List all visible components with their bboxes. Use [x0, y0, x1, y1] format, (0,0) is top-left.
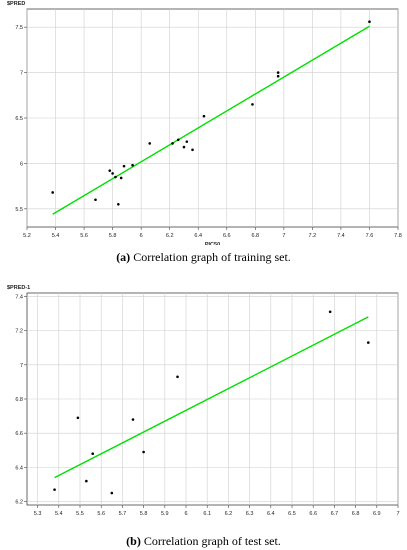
y-tick-label: 6.2	[15, 500, 23, 506]
data-point	[76, 416, 80, 420]
data-point	[114, 175, 117, 179]
x-tick-label: 7	[396, 511, 399, 517]
y-tick-label: 6.8	[15, 397, 23, 403]
training-set-chart: 5.2 5.4 5.6 5.8 6 6.2 6.4 6.6 6.8 7 7.2 7.4 7.6 7.8 5.…	[7, 1, 402, 245]
x-tick-label: 5.9	[161, 511, 169, 517]
caption-b: (b) Correlation graph of test set.	[0, 534, 407, 549]
y-tick-label: 6.6	[15, 431, 23, 437]
x-tick-label: 7.4	[337, 233, 345, 239]
regression-line	[52, 25, 370, 215]
data-point	[276, 74, 280, 78]
data-point	[111, 172, 114, 175]
data-point	[94, 198, 97, 202]
x-tick-label: 6.2	[166, 233, 174, 239]
data-point	[176, 138, 180, 142]
figure-a: 5.2 5.4 5.6 5.8 6 6.2 6.4 6.6 6.8 7 7.2 7.4 7.6 7.8 5.…	[0, 1, 407, 265]
y-tick-label: 6.4	[15, 465, 23, 471]
x-tick-label: 6.5	[288, 511, 296, 517]
data-point	[85, 479, 88, 483]
x-tick-label: 6.1	[203, 511, 211, 517]
y-tick-label: 7.4	[15, 294, 23, 300]
data-point	[202, 114, 206, 118]
x-tick-label: 5.5	[76, 511, 84, 517]
y-tick-label: 5.5	[15, 207, 23, 213]
x-axis-label: PIC50	[205, 242, 220, 245]
x-tick-label: 5.3	[34, 511, 42, 517]
data-point	[367, 341, 370, 344]
data-point	[368, 20, 371, 24]
data-point	[122, 164, 126, 168]
x-tick-label: 7.6	[366, 233, 374, 239]
caption-b-text: Correlation graph of test set.	[140, 534, 281, 548]
data-point	[119, 176, 123, 180]
y-tick-label: 7.5	[15, 25, 23, 31]
x-tick-label: 5.8	[140, 511, 148, 517]
data-point	[182, 145, 186, 149]
x-tick-label: 5.6	[97, 511, 105, 517]
data-point	[142, 450, 145, 454]
test-set-chart: 5.3 5.4 5.5 5.6 5.7 5.8 5.9 6 6.1 6.2 6.3 6.4 6.5 6.6…	[7, 285, 400, 517]
y-tick-label: 7	[20, 71, 23, 77]
data-point	[176, 375, 179, 379]
x-tick-label: 6.6	[223, 233, 231, 239]
x-tick-label: 6.6	[309, 511, 317, 517]
data-point	[110, 491, 114, 495]
x-tick-label: 5.4	[55, 511, 63, 517]
caption-a-label: (a)	[116, 250, 131, 264]
x-tick-label: 6	[184, 511, 187, 517]
y-axis-label: $PRED-1	[7, 285, 30, 291]
data-point	[148, 142, 152, 145]
x-tick-label: 6.4	[267, 511, 275, 517]
data-point	[131, 418, 135, 421]
x-tick-label: 6.8	[251, 233, 259, 239]
data-point	[276, 71, 280, 74]
data-point	[328, 310, 332, 314]
y-tick-label: 7.2	[15, 329, 23, 335]
x-tick-label: 5.4	[52, 233, 60, 239]
data-point	[191, 148, 194, 152]
x-tick-label: 6.4	[194, 233, 202, 239]
data-point	[185, 140, 189, 143]
caption-a-text: Correlation graph of training set.	[130, 250, 291, 264]
data-point	[117, 202, 120, 206]
x-tick-label: 5.2	[23, 233, 31, 239]
data-point	[51, 191, 54, 194]
data-point	[53, 488, 56, 491]
x-tick-label: 5.6	[80, 233, 88, 239]
caption-a: (a) Correlation graph of training set.	[0, 250, 407, 265]
x-tick-label: 6.2	[225, 511, 233, 517]
y-axis-label: $PRED	[7, 1, 25, 7]
figure-b: 5.3 5.4 5.5 5.6 5.7 5.8 5.9 6 6.1 6.2 6.3 6.4 6.5 6.6…	[0, 275, 407, 550]
y-tick-label: 6.5	[15, 116, 23, 122]
data-point	[91, 452, 95, 456]
data-point	[251, 103, 254, 106]
x-tick-label: 5.7	[119, 511, 127, 517]
x-tick-label: 6.8	[352, 511, 360, 517]
regression-line	[54, 316, 369, 479]
x-tick-label: 7.8	[394, 233, 402, 239]
data-point	[171, 142, 174, 145]
x-tick-label: 6	[140, 233, 143, 239]
y-tick-label: 7	[20, 363, 23, 369]
x-tick-label: 6.3	[246, 511, 254, 517]
data-point	[108, 169, 112, 172]
x-tick-label: 7	[282, 233, 285, 239]
x-tick-label: 5.8	[109, 233, 117, 239]
caption-b-label: (b)	[126, 534, 141, 548]
x-tick-label: 7.2	[309, 233, 317, 239]
y-tick-label: 6	[20, 161, 23, 167]
x-tick-label: 6.7	[331, 511, 339, 517]
data-point	[131, 163, 134, 167]
x-tick-label: 6.9	[373, 511, 381, 517]
